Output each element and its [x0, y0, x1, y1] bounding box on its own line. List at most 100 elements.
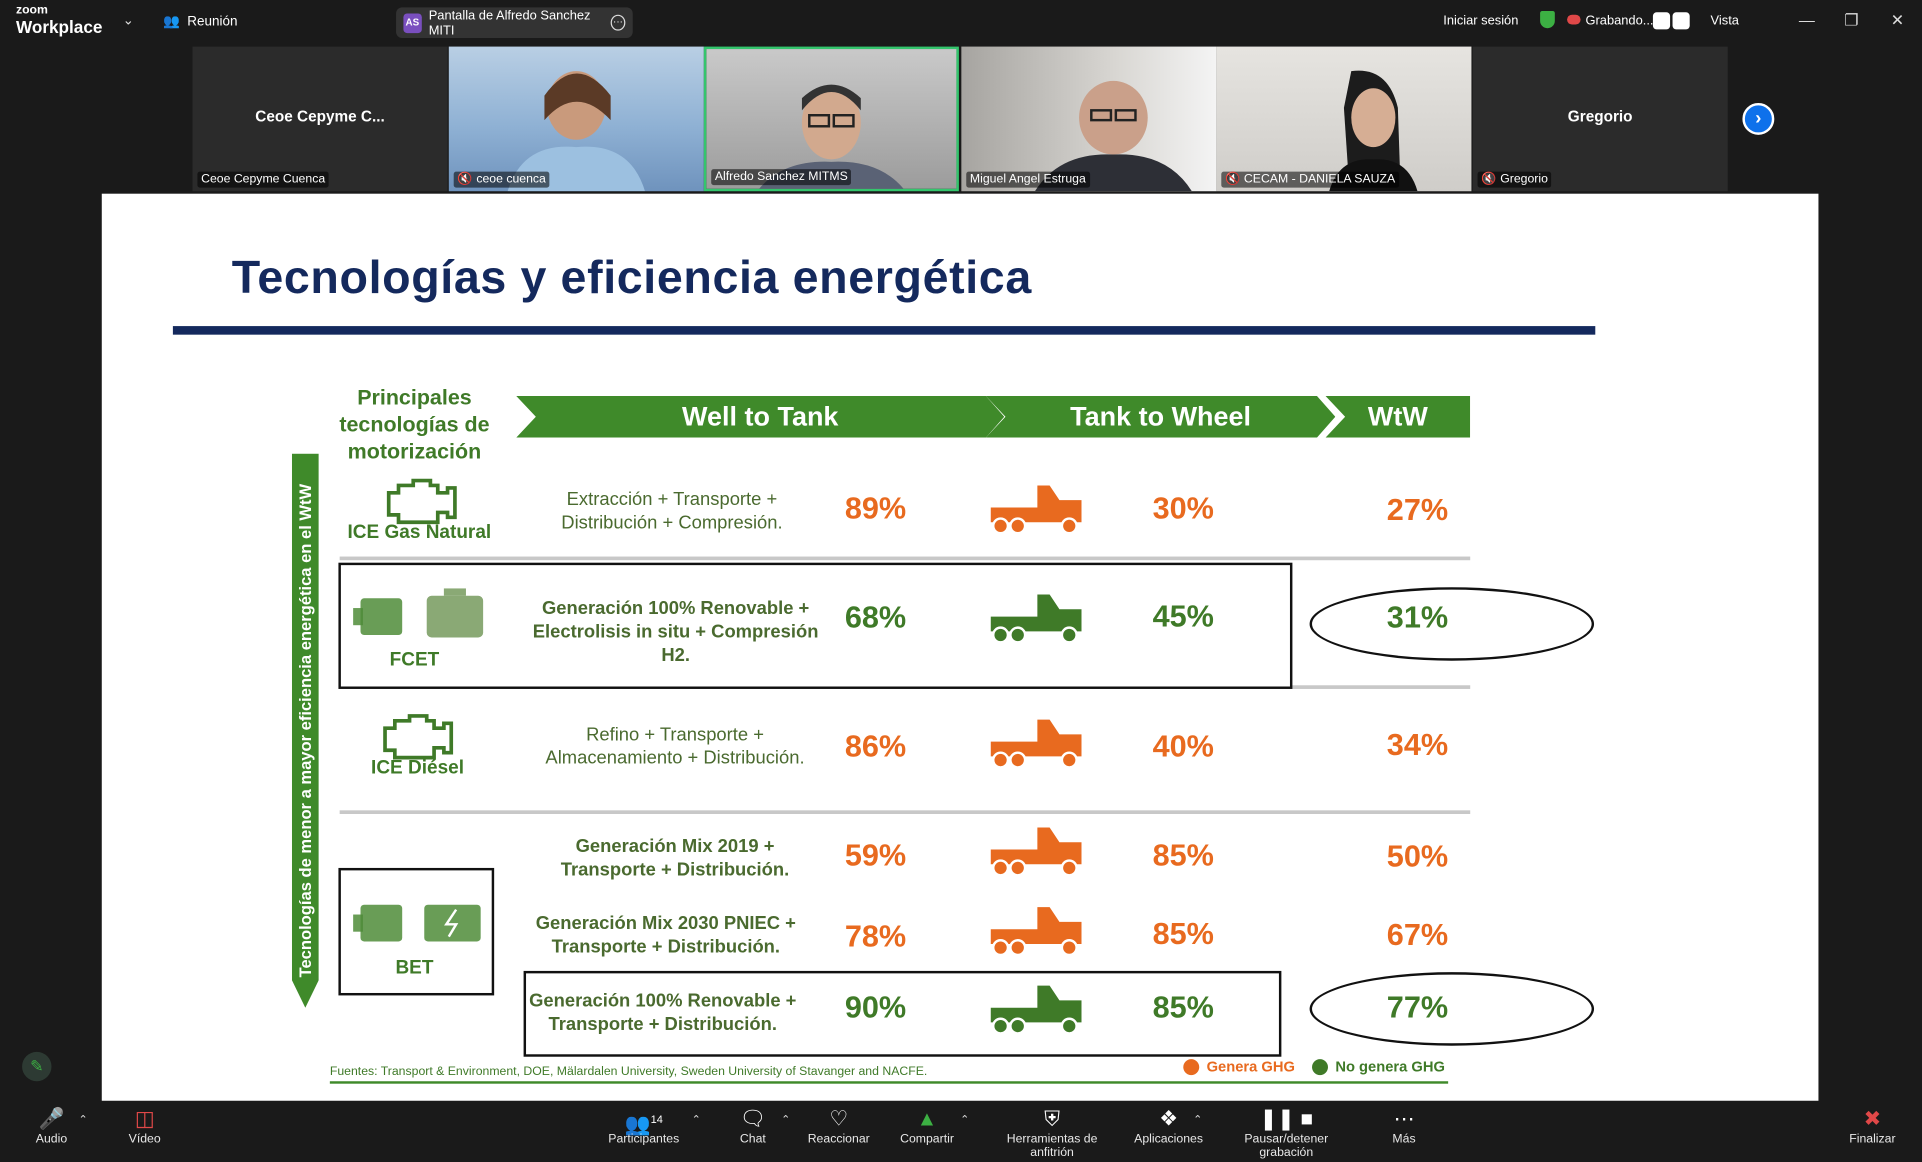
- audio-options-caret[interactable]: ⌃: [78, 1113, 88, 1126]
- screen-share-indicator[interactable]: AS Pantalla de Alfredo Sanchez MITI ···: [396, 7, 633, 39]
- video-tile[interactable]: 🔇 ceoe cuenca: [448, 46, 704, 192]
- slide-title: Tecnologías y eficiencia energética: [231, 252, 1032, 305]
- pause-recording-icon[interactable]: [1652, 12, 1671, 30]
- share-button[interactable]: ▲ Compartir: [898, 1106, 957, 1146]
- footer-rule: [329, 1081, 1449, 1084]
- shield-icon: ⛨: [1044, 1106, 1060, 1131]
- chat-button[interactable]: 🗨 Chat: [736, 1106, 770, 1146]
- participants-icon: 👥14: [624, 1112, 663, 1136]
- end-label: Finalizar: [1849, 1132, 1896, 1147]
- video-tile[interactable]: 🔇 CECAM - DANIELA SAUZA: [1216, 46, 1472, 192]
- logo-small: zoom: [15, 3, 48, 18]
- video-off-icon: ◫: [134, 1106, 155, 1131]
- video-tile[interactable]: Gregorio 🔇 Gregorio: [1472, 46, 1728, 192]
- wtw-value: 50%: [1386, 839, 1449, 875]
- sign-in-link[interactable]: Iniciar sesión: [1443, 13, 1519, 29]
- end-meeting-button[interactable]: ✖ Finalizar: [1847, 1106, 1899, 1146]
- zoom-workplace-logo[interactable]: zoom Workplace: [15, 3, 103, 35]
- apps-button[interactable]: ❖ Aplicaciones: [1133, 1106, 1204, 1146]
- avatar: AS: [403, 12, 422, 33]
- video-button[interactable]: ◫ Vídeo: [125, 1106, 164, 1146]
- pause-stop-icon: ❚❚ ■: [1259, 1106, 1313, 1131]
- truck-icon: [990, 594, 1082, 644]
- wtw-value: 77%: [1386, 990, 1449, 1025]
- process-text: Generación 100% Renovable + Transporte +…: [529, 990, 797, 1035]
- truck-icon: [990, 907, 1082, 957]
- host-tools-label: Herramientas de anfitrión: [1006, 1132, 1098, 1160]
- encryption-shield-icon[interactable]: [1540, 11, 1555, 29]
- tile-name: Alfredo Sanchez MITMS: [711, 169, 852, 186]
- participants-button[interactable]: 👥14 Participantes: [606, 1106, 682, 1147]
- mic-muted-icon: 🔇: [457, 172, 473, 187]
- top-bar: zoom Workplace ⌄ 👥 Reunión AS Pantalla d…: [0, 0, 1922, 45]
- chat-caret[interactable]: ⌃: [781, 1113, 791, 1126]
- engine-icon: [383, 714, 454, 760]
- wtw-value: 31%: [1386, 600, 1449, 636]
- more-options-icon[interactable]: ···: [610, 14, 626, 31]
- engine-icon: [386, 478, 457, 525]
- video-tile-active-speaker[interactable]: Alfredo Sanchez MITMS: [703, 46, 959, 192]
- restore-icon[interactable]: ❐: [1844, 11, 1859, 30]
- bet-box: [338, 867, 495, 996]
- share-caret[interactable]: ⌃: [960, 1113, 970, 1126]
- ttw-value: 85%: [1152, 916, 1214, 952]
- recording-status: Grabando...: [1585, 13, 1654, 29]
- share-label: Pantalla de Alfredo Sanchez MITI: [428, 7, 591, 38]
- tile-name: Ceoe Cepyme Cuenca: [197, 171, 329, 188]
- react-button[interactable]: ♡ Reaccionar: [807, 1106, 871, 1146]
- participants-label: Participantes: [608, 1132, 680, 1147]
- wtt-value: 59%: [844, 838, 907, 873]
- ttw-value: 85%: [1152, 838, 1214, 873]
- annotate-pencil-icon[interactable]: ✎: [22, 1051, 52, 1082]
- participants-caret[interactable]: ⌃: [691, 1113, 701, 1126]
- tile-name: ceoe cuenca: [476, 172, 546, 187]
- more-button[interactable]: ⋯ Más: [1386, 1106, 1423, 1146]
- tile-name: Gregorio: [1500, 172, 1548, 187]
- highlight-oval: [1309, 972, 1595, 1046]
- ttw-value: 45%: [1152, 599, 1214, 634]
- shared-screen-slide: Tecnologías y eficiencia energética Prin…: [101, 193, 1819, 1101]
- fcet-highlight-box: [338, 562, 1293, 689]
- title-underline: [172, 326, 1596, 335]
- orange-dot-icon: [1183, 1058, 1200, 1075]
- apps-caret[interactable]: ⌃: [1193, 1113, 1203, 1126]
- apps-icon: ❖: [1159, 1106, 1178, 1131]
- tech-bet: BET: [395, 957, 434, 979]
- host-tools-button[interactable]: ⛨ Herramientas de anfitrión: [983, 1106, 1120, 1160]
- chevron-down-icon[interactable]: ⌄: [122, 13, 134, 29]
- meeting-toolbar: 🎤 Audio ⌃ ◫ Vídeo 👥14 Participantes ⌃ 🗨 Chat…: [0, 1100, 1922, 1162]
- process-text: Generación Mix 2019 + Transporte + Distr…: [560, 836, 790, 881]
- meeting-info-button[interactable]: 👥 Reunión: [163, 13, 237, 29]
- tech-ice-gas-natural: ICE Gas Natural: [347, 522, 492, 544]
- audio-button[interactable]: 🎤 Audio: [32, 1106, 71, 1146]
- row-separator: [1291, 685, 1471, 689]
- next-page-arrow-button[interactable]: ›: [1742, 102, 1775, 135]
- audio-label: Audio: [35, 1132, 68, 1147]
- legend-label: Genera GHG: [1206, 1057, 1295, 1076]
- legend-no-genera-ghg: No genera GHG: [1312, 1058, 1445, 1075]
- wtt-value: 90%: [844, 990, 907, 1025]
- pause-stop-recording-button[interactable]: ❚❚ ■ Pausar/detener grabación: [1216, 1106, 1356, 1160]
- header-well-to-tank: Well to Tank: [516, 396, 1004, 438]
- battery-motor-icons: [353, 904, 481, 942]
- minimize-icon[interactable]: —: [1798, 11, 1815, 30]
- truck-icon: [990, 827, 1082, 877]
- tile-big-name: Ceoe Cepyme C...: [255, 107, 385, 126]
- wtt-value: 86%: [844, 729, 907, 764]
- video-tile[interactable]: Ceoe Cepyme C... Ceoe Cepyme Cuenca: [192, 46, 448, 192]
- video-tile[interactable]: Miguel Angel Estruga: [961, 46, 1217, 192]
- process-text: Refino + Transporte + Almacenamiento + D…: [545, 724, 805, 769]
- participant-video: [1329, 70, 1418, 192]
- stop-recording-icon[interactable]: [1672, 12, 1690, 30]
- close-icon[interactable]: ✕: [1890, 11, 1905, 30]
- sources-note: Fuentes: Transport & Environment, DOE, M…: [329, 1065, 928, 1079]
- ttw-value: 30%: [1152, 491, 1214, 526]
- react-label: Reaccionar: [807, 1132, 870, 1147]
- share-label: Compartir: [900, 1132, 954, 1147]
- wtt-value: 78%: [844, 919, 907, 954]
- people-icon: 👥: [163, 14, 180, 30]
- view-button[interactable]: Vista: [1710, 13, 1739, 29]
- truck-icon: [990, 985, 1082, 1035]
- tile-name: Miguel Angel Estruga: [966, 171, 1090, 188]
- process-text: Generación 100% Renovable + Electrolisis…: [532, 598, 819, 666]
